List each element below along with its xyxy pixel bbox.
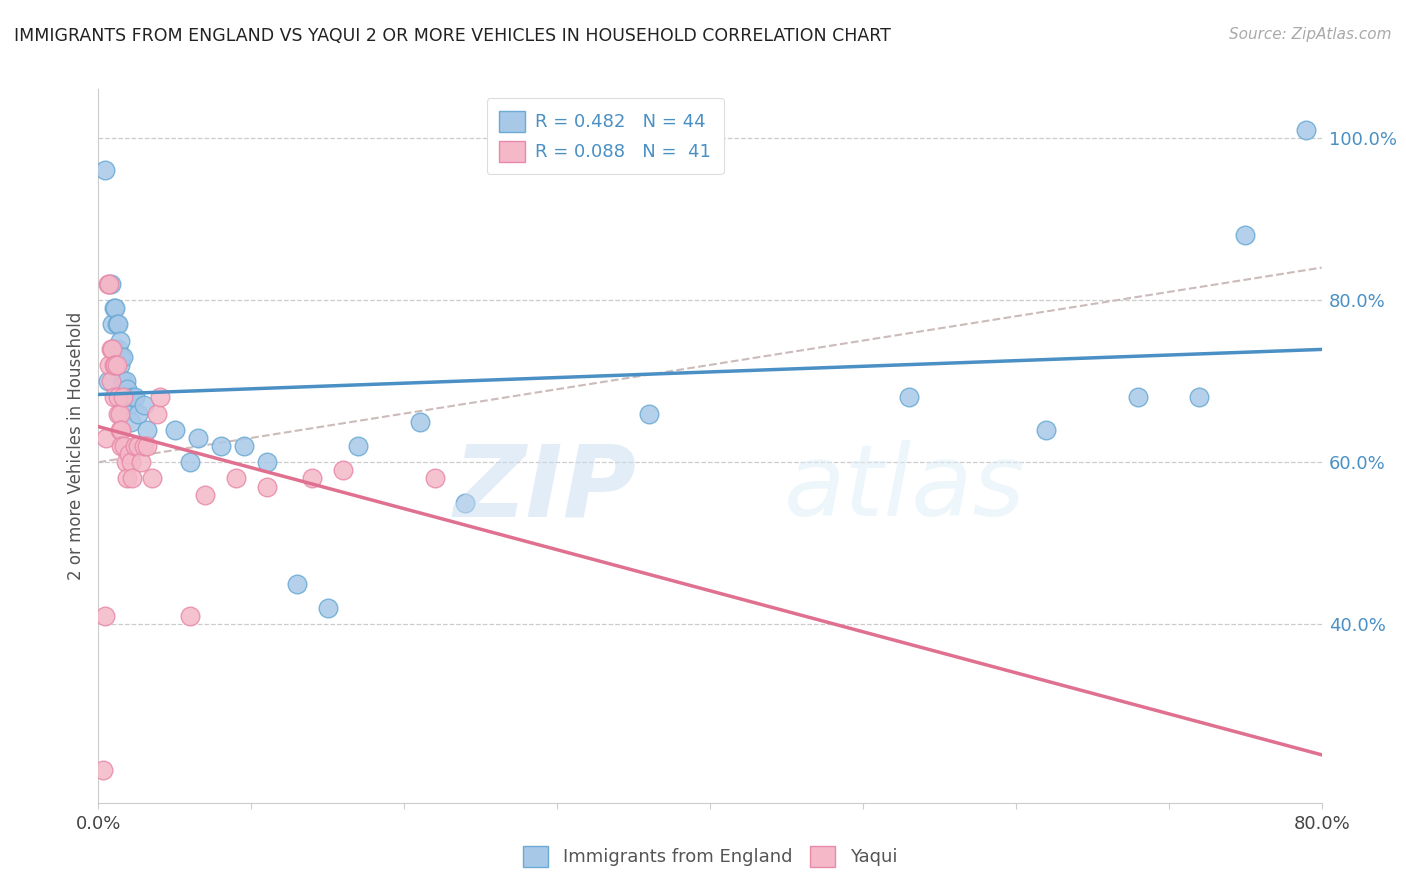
Text: IMMIGRANTS FROM ENGLAND VS YAQUI 2 OR MORE VEHICLES IN HOUSEHOLD CORRELATION CHA: IMMIGRANTS FROM ENGLAND VS YAQUI 2 OR MO… — [14, 27, 891, 45]
Point — [454, 496, 477, 510]
Point — [316, 601, 339, 615]
Point — [98, 358, 121, 372]
Point — [111, 374, 134, 388]
Point — [100, 374, 122, 388]
Point — [120, 455, 142, 469]
Point — [136, 439, 159, 453]
Point — [100, 342, 122, 356]
Point — [107, 342, 129, 356]
Point — [93, 609, 115, 624]
Point — [103, 358, 125, 372]
Point — [637, 407, 661, 421]
Point — [120, 415, 142, 429]
Point — [285, 577, 308, 591]
Point — [117, 382, 139, 396]
Point — [108, 407, 131, 421]
Point — [105, 318, 128, 332]
Point — [127, 439, 149, 453]
Point — [97, 277, 120, 291]
Point — [98, 277, 121, 291]
Legend: Immigrants from England, Yaqui: Immigrants from England, Yaqui — [513, 837, 907, 876]
Point — [107, 407, 129, 421]
Point — [104, 301, 127, 315]
Point — [149, 390, 172, 404]
Point — [127, 407, 149, 421]
Point — [110, 350, 132, 364]
Point — [134, 399, 156, 413]
Point — [107, 390, 129, 404]
Point — [115, 455, 138, 469]
Point — [1035, 423, 1057, 437]
Point — [91, 764, 114, 778]
Point — [108, 334, 131, 348]
Point — [115, 390, 138, 404]
Point — [93, 163, 115, 178]
Point — [256, 455, 278, 469]
Point — [103, 301, 125, 315]
Point — [112, 390, 135, 404]
Point — [179, 455, 201, 469]
Point — [124, 390, 146, 404]
Point — [108, 423, 131, 437]
Point — [1234, 228, 1257, 243]
Point — [301, 471, 323, 485]
Point — [111, 350, 134, 364]
Text: Source: ZipAtlas.com: Source: ZipAtlas.com — [1229, 27, 1392, 42]
Point — [225, 471, 247, 485]
Point — [118, 399, 141, 413]
Point — [408, 415, 430, 429]
Point — [108, 358, 131, 372]
Point — [256, 479, 278, 493]
Point — [103, 390, 125, 404]
Point — [94, 431, 117, 445]
Point — [121, 390, 143, 404]
Point — [187, 431, 209, 445]
Point — [1188, 390, 1211, 404]
Point — [111, 390, 134, 404]
Point — [100, 277, 122, 291]
Point — [1295, 122, 1317, 136]
Point — [104, 358, 127, 372]
Point — [163, 423, 186, 437]
Point — [101, 318, 124, 332]
Point — [103, 342, 125, 356]
Point — [124, 439, 146, 453]
Point — [1128, 390, 1150, 404]
Point — [347, 439, 370, 453]
Text: ZIP: ZIP — [454, 441, 637, 537]
Point — [134, 439, 156, 453]
Point — [117, 471, 139, 485]
Point — [105, 358, 128, 372]
Point — [112, 439, 135, 453]
Point — [107, 318, 129, 332]
Point — [145, 407, 167, 421]
Point — [118, 447, 141, 461]
Point — [129, 455, 152, 469]
Point — [110, 439, 132, 453]
Point — [136, 423, 159, 437]
Point — [232, 439, 254, 453]
Point — [101, 342, 124, 356]
Point — [115, 374, 138, 388]
Point — [141, 471, 163, 485]
Point — [110, 423, 132, 437]
Point — [97, 374, 120, 388]
Point — [897, 390, 920, 404]
Point — [179, 609, 201, 624]
Point — [209, 439, 232, 453]
Text: atlas: atlas — [783, 441, 1025, 537]
Y-axis label: 2 or more Vehicles in Household: 2 or more Vehicles in Household — [67, 312, 86, 580]
Point — [332, 463, 354, 477]
Point — [121, 471, 143, 485]
Point — [194, 488, 217, 502]
Point — [423, 471, 446, 485]
